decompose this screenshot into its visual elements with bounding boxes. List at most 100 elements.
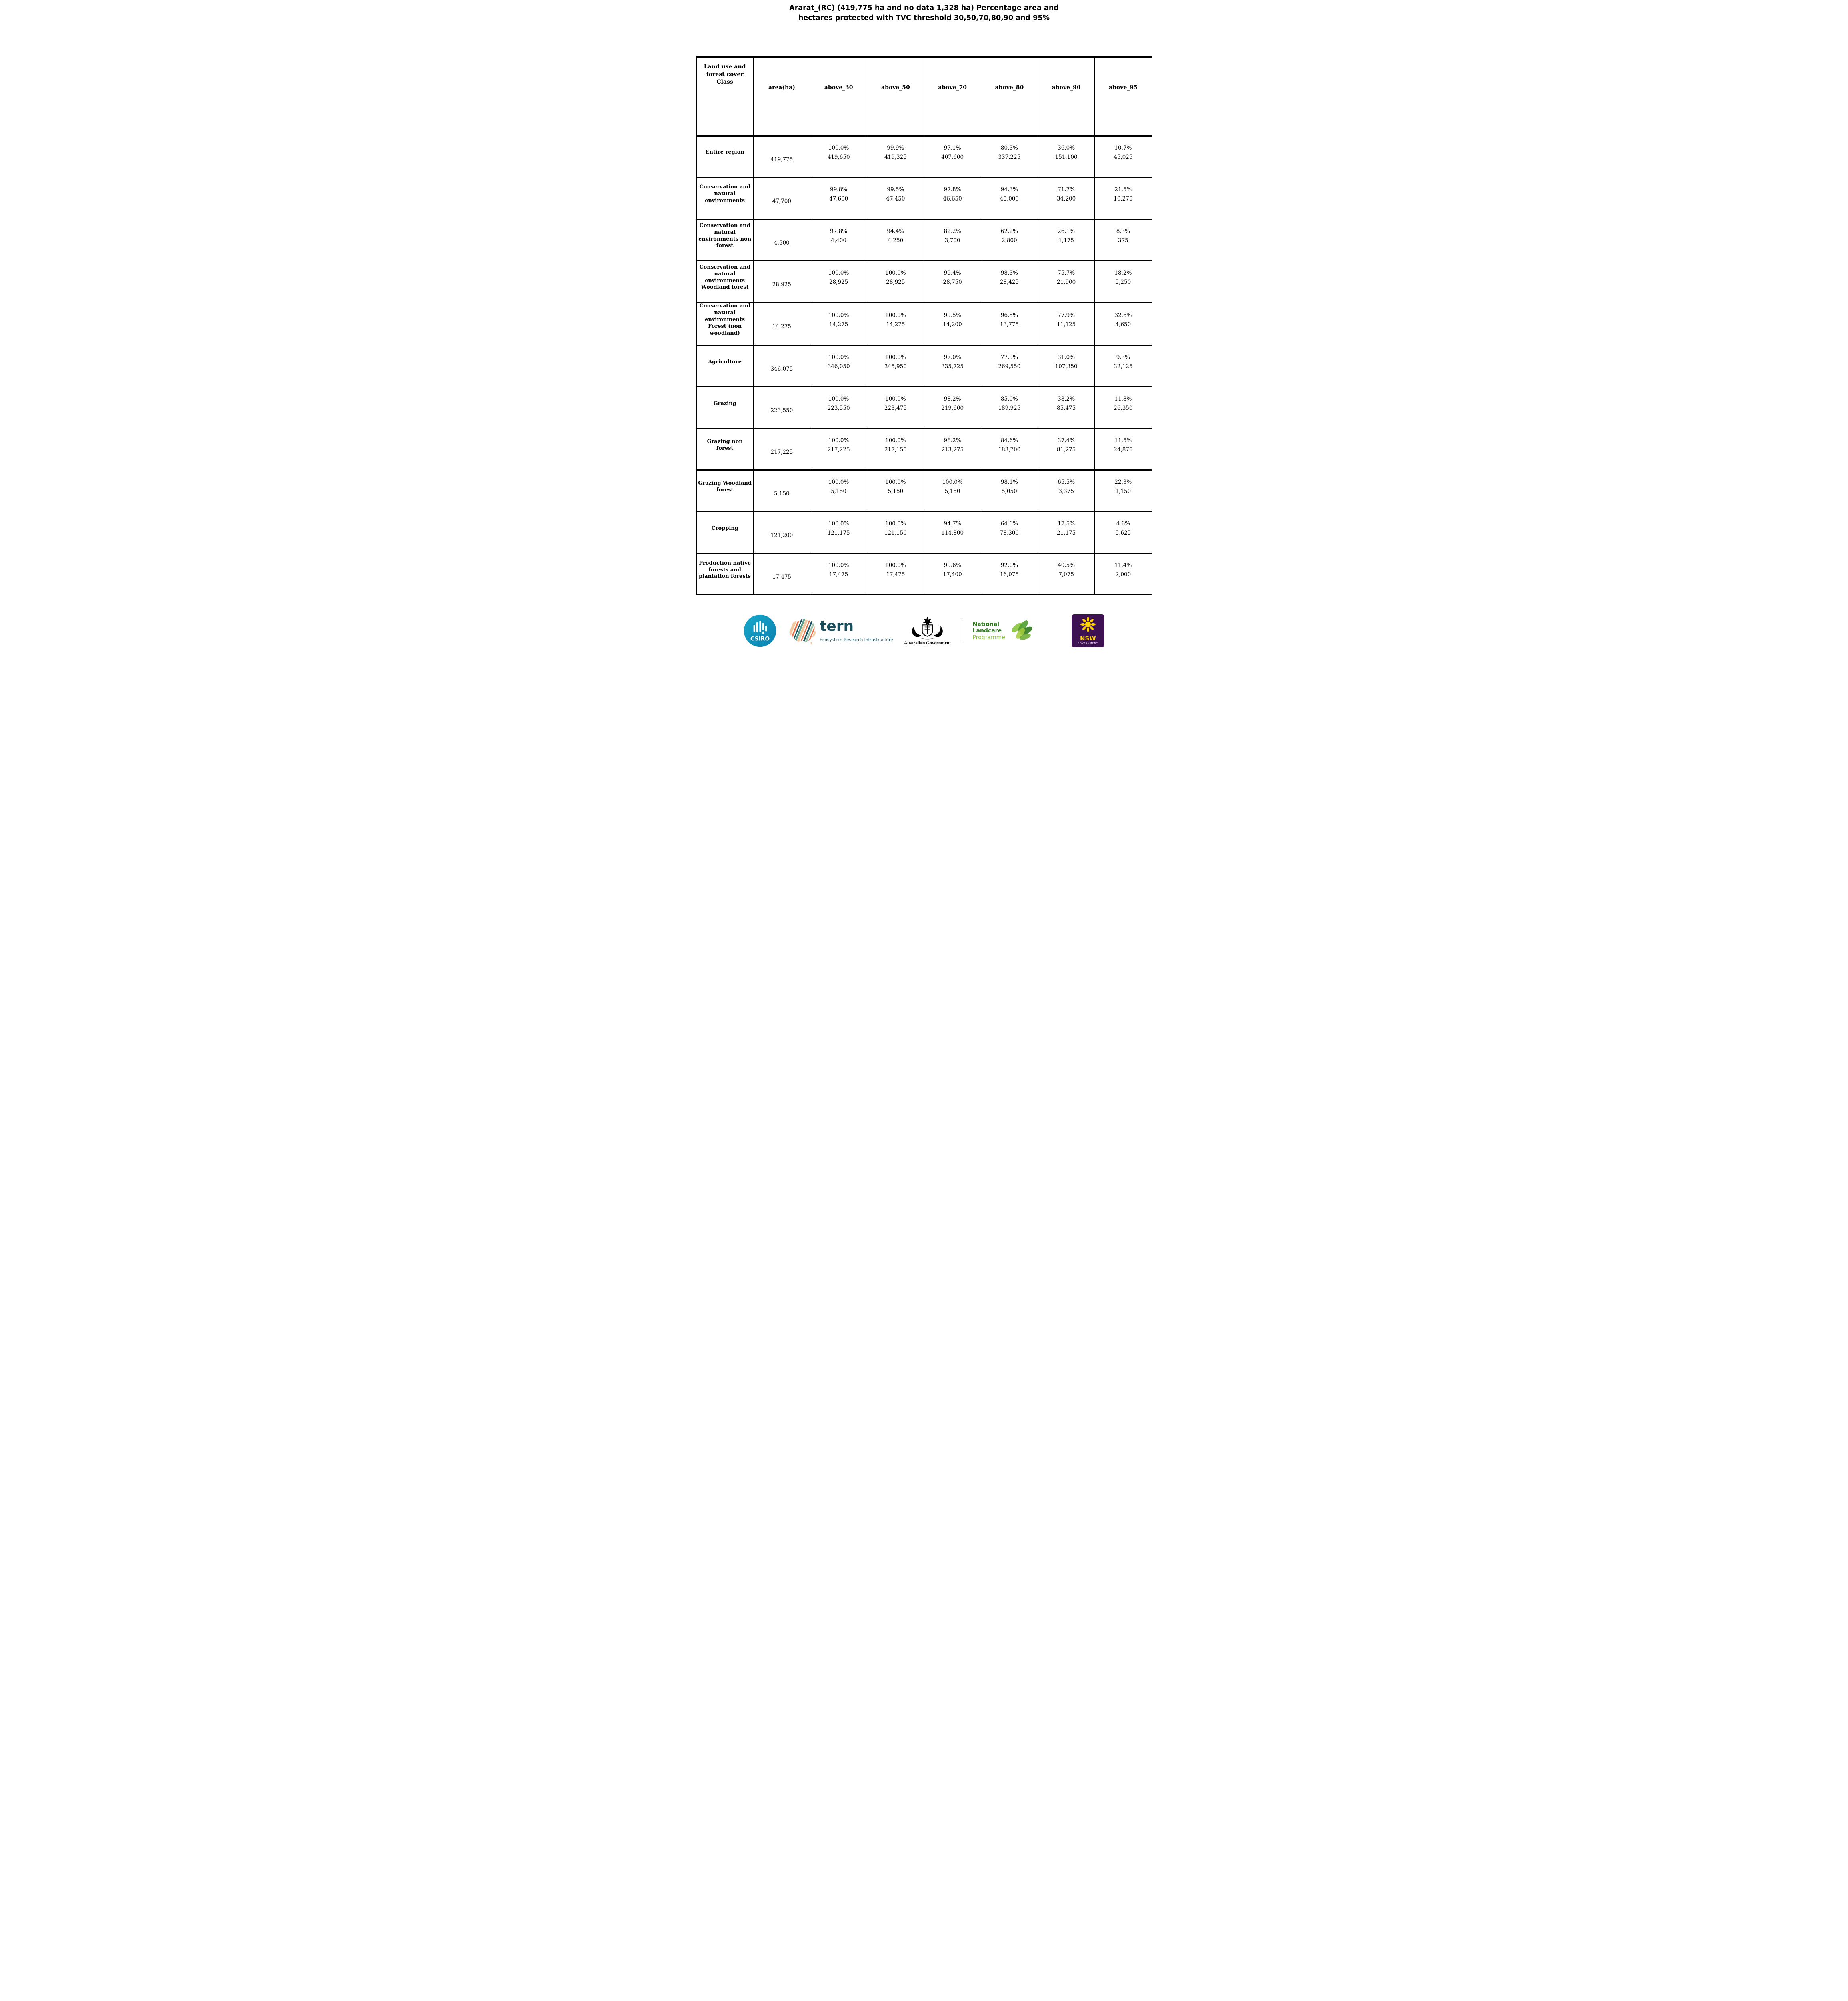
threshold-cell: 9.3% 32,125: [1094, 345, 1152, 388]
threshold-cell: 100.0% 28,925: [867, 260, 924, 303]
percent-value: 100.0%: [885, 354, 906, 361]
percent-value: 71.7%: [1058, 186, 1075, 193]
percent-value: 100.0%: [828, 521, 849, 527]
threshold-cell: 40.5% 7,075: [1037, 553, 1095, 596]
threshold-cell: 94.4% 4,250: [867, 219, 924, 261]
threshold-cell: 100.0% 14,275: [867, 301, 924, 346]
col-header-above-80: above_80: [980, 56, 1038, 137]
report-title-line1: Ararat_(RC) (419,775 ha and no data 1,32…: [789, 4, 1059, 12]
hectares-value: 5,150: [888, 488, 904, 495]
hectares-value: 17,400: [943, 571, 962, 578]
threshold-cell: 100.0% 28,925: [810, 260, 868, 303]
hectares-value: 4,650: [1115, 321, 1131, 328]
hectares-value: 217,225: [827, 447, 850, 453]
table-row: Conservation and natural environments no…: [696, 219, 1152, 261]
threshold-cell: 80.3% 337,225: [980, 135, 1038, 178]
percent-value: 40.5%: [1058, 562, 1075, 569]
row-label: Production native forests and plantation…: [696, 553, 754, 596]
report-title-line2: hectares protected with TVC threshold 30…: [798, 14, 1050, 22]
percent-value: 100.0%: [828, 145, 849, 152]
row-area-value: 4,500: [753, 219, 811, 261]
table-row: Grazing Woodland forest 5,150 100.0% 5,150 1…: [696, 469, 1152, 513]
hectares-value: 16,075: [1000, 571, 1019, 578]
percent-value: 100.0%: [885, 521, 906, 527]
col-header-land-use-class: Land use and forest cover Class: [696, 56, 754, 137]
threshold-cell: 4.6% 5,625: [1094, 511, 1152, 554]
percent-value: 100.0%: [885, 396, 906, 403]
row-area-value: 121,200: [753, 511, 811, 554]
tern-label: tern: [820, 618, 854, 635]
row-area-value: 47,700: [753, 177, 811, 220]
threshold-cell: 71.7% 34,200: [1037, 177, 1095, 220]
hectares-value: 45,000: [1000, 196, 1019, 202]
hectares-value: 3,700: [944, 237, 960, 244]
table-row: Grazing 223,550 100.0% 223,550 100.0% 223,475…: [696, 386, 1152, 429]
threshold-cell: 77.9% 269,550: [980, 345, 1038, 388]
threshold-cell: 98.2% 219,600: [924, 386, 981, 429]
percent-value: 100.0%: [828, 562, 849, 569]
row-area-value: 5,150: [753, 469, 811, 513]
table-row: Agriculture 346,075 100.0% 346,050 100.0% 345…: [696, 345, 1152, 388]
land-use-table: Land use and forest cover Class area(ha)…: [696, 56, 1152, 596]
percent-value: 100.0%: [828, 396, 849, 403]
threshold-cell: 65.5% 3,375: [1037, 469, 1095, 513]
percent-value: 85.0%: [1000, 396, 1018, 403]
threshold-cell: 99.9% 419,325: [867, 135, 924, 178]
percent-value: 100.0%: [885, 437, 906, 444]
hectares-value: 189,925: [998, 405, 1021, 412]
percent-value: 97.8%: [944, 186, 961, 193]
australian-government-crest-icon: [912, 617, 943, 640]
threshold-cell: 99.5% 14,200: [924, 301, 981, 346]
row-area-value: 217,225: [753, 428, 811, 471]
threshold-cell: 100.0% 5,150: [924, 469, 981, 513]
hectares-value: 47,600: [829, 196, 848, 202]
percent-value: 100.0%: [828, 312, 849, 319]
percent-value: 100.0%: [885, 562, 906, 569]
hectares-value: 85,475: [1057, 405, 1076, 412]
col-header-above-50: above_50: [867, 56, 924, 137]
percent-value: 37.4%: [1058, 437, 1075, 444]
table-row: Conservation and natural environments 47,…: [696, 177, 1152, 220]
col-header-area-ha: area(ha): [753, 56, 811, 137]
threshold-cell: 32.6% 4,650: [1094, 301, 1152, 346]
threshold-cell: 82.2% 3,700: [924, 219, 981, 261]
percent-value: 64.6%: [1000, 521, 1018, 527]
hectares-value: 2,800: [1002, 237, 1017, 244]
percent-value: 97.1%: [944, 145, 961, 152]
threshold-cell: 100.0% 223,475: [867, 386, 924, 429]
hectares-value: 28,925: [829, 279, 848, 285]
row-label: Conservation and natural environments: [696, 177, 754, 220]
threshold-cell: 98.2% 213,275: [924, 428, 981, 471]
hectares-value: 346,050: [827, 363, 850, 370]
percent-value: 99.5%: [944, 312, 961, 319]
percent-value: 32.6%: [1114, 312, 1132, 319]
threshold-cell: 21.5% 10,275: [1094, 177, 1152, 220]
percent-value: 22.3%: [1114, 479, 1132, 486]
hectares-value: 114,800: [941, 530, 964, 537]
hectares-value: 1,175: [1058, 237, 1074, 244]
percent-value: 21.5%: [1114, 186, 1132, 193]
hectares-value: 17,475: [886, 571, 905, 578]
hectares-value: 28,750: [943, 279, 962, 285]
hectares-value: 11,125: [1057, 321, 1076, 328]
hectares-value: 121,150: [884, 530, 907, 537]
threshold-cell: 100.0% 419,650: [810, 135, 868, 178]
hectares-value: 407,600: [941, 154, 964, 161]
percent-value: 8.3%: [1116, 228, 1130, 235]
report-title: Ararat_(RC) (419,775 ha and no data 1,32…: [693, 0, 1155, 23]
threshold-cell: 64.6% 78,300: [980, 511, 1038, 554]
threshold-cell: 100.0% 121,150: [867, 511, 924, 554]
percent-value: 100.0%: [828, 479, 849, 486]
threshold-cell: 22.3% 1,150: [1094, 469, 1152, 513]
threshold-cell: 97.0% 335,725: [924, 345, 981, 388]
threshold-cell: 100.0% 345,950: [867, 345, 924, 388]
threshold-cell: 100.0% 346,050: [810, 345, 868, 388]
hectares-value: 5,150: [944, 488, 960, 495]
landcare-label-line1: National: [972, 621, 1000, 628]
threshold-cell: 11.8% 26,350: [1094, 386, 1152, 429]
percent-value: 38.2%: [1058, 396, 1075, 403]
percent-value: 65.5%: [1058, 479, 1075, 486]
hectares-value: 1,150: [1115, 488, 1131, 495]
table-row: Entire region 419,775 100.0% 419,650 99.9% 41…: [696, 135, 1152, 178]
row-label: Entire region: [696, 135, 754, 178]
